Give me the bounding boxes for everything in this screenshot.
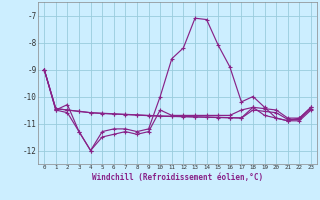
X-axis label: Windchill (Refroidissement éolien,°C): Windchill (Refroidissement éolien,°C) — [92, 173, 263, 182]
